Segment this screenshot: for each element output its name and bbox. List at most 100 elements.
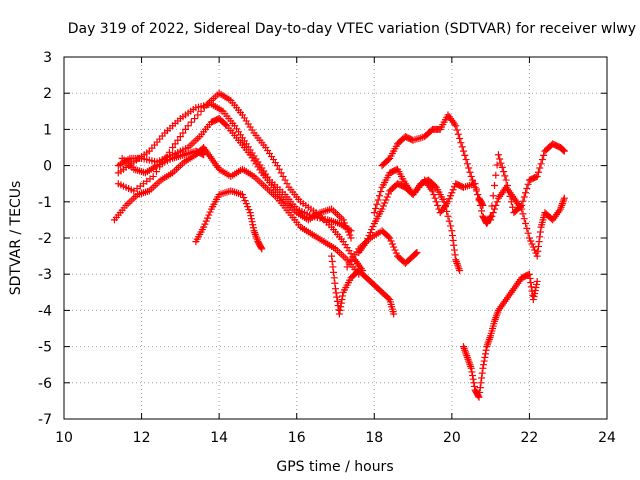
data-point <box>338 296 346 304</box>
data-point <box>378 205 386 213</box>
data-point <box>279 172 287 180</box>
data-point <box>493 198 501 206</box>
data-point <box>200 151 208 159</box>
data-point <box>448 189 456 197</box>
series-arc-4 <box>110 144 363 278</box>
data-point <box>431 182 439 190</box>
series-arc-7 <box>328 252 398 318</box>
data-point <box>445 195 453 203</box>
data-point <box>489 192 497 200</box>
data-point <box>525 234 533 242</box>
data-point <box>534 242 542 250</box>
data-point <box>337 299 345 307</box>
data-point <box>413 248 421 256</box>
x-tick-label: 20 <box>443 430 461 446</box>
data-point <box>370 209 378 217</box>
data-point <box>169 144 177 151</box>
data-point <box>467 172 475 180</box>
data-point <box>382 196 390 204</box>
data-point <box>496 155 504 163</box>
data-point <box>390 243 398 251</box>
data-point <box>430 191 438 199</box>
data-point <box>481 350 489 358</box>
data-point <box>534 168 542 176</box>
data-point <box>392 249 400 257</box>
x-tick-label: 22 <box>521 430 539 446</box>
data-point <box>182 125 190 133</box>
data-point <box>480 357 488 365</box>
data-point <box>458 143 466 151</box>
data-point <box>501 172 509 180</box>
data-point <box>445 217 453 225</box>
data-point <box>560 147 568 155</box>
data-point <box>444 212 452 220</box>
data-point <box>383 193 391 201</box>
data-point <box>527 237 535 245</box>
data-point <box>447 192 455 200</box>
data-point <box>493 161 501 169</box>
data-point <box>450 246 458 254</box>
data-point <box>466 168 474 176</box>
data-point <box>247 215 255 223</box>
data-point <box>520 215 528 223</box>
data-point <box>457 139 465 147</box>
data-point <box>332 289 340 297</box>
series-arc-9 <box>343 227 421 271</box>
y-tick-label: 1 <box>43 122 52 138</box>
data-point <box>481 353 489 361</box>
data-point <box>347 234 355 242</box>
series-arc-3 <box>114 115 355 242</box>
data-point <box>530 293 538 301</box>
data-point <box>524 180 532 188</box>
data-point <box>470 379 478 387</box>
data-point <box>258 245 266 253</box>
data-point <box>500 168 508 176</box>
data-point <box>467 364 475 372</box>
data-point <box>489 209 497 217</box>
data-point <box>531 286 539 294</box>
data-point <box>487 216 495 224</box>
data-point <box>469 176 477 184</box>
data-point <box>328 252 336 260</box>
data-point <box>431 194 439 202</box>
series-arc-12 <box>459 270 541 401</box>
data-point <box>379 202 387 210</box>
data-point <box>480 361 488 369</box>
data-point <box>242 200 250 208</box>
data-point <box>525 270 533 278</box>
data-point <box>385 294 393 302</box>
series-arc-5 <box>118 147 208 177</box>
data-point <box>533 172 541 180</box>
data-point <box>477 379 485 387</box>
data-point <box>333 293 341 301</box>
data-point <box>502 176 510 184</box>
data-point <box>206 208 214 216</box>
data-point <box>519 210 527 218</box>
data-point <box>200 223 208 231</box>
data-point <box>459 147 467 155</box>
data-point <box>330 268 338 276</box>
y-tick-label: -7 <box>38 412 52 428</box>
data-point <box>471 180 479 188</box>
data-point <box>453 126 461 134</box>
data-point <box>456 267 464 275</box>
data-point <box>472 185 480 193</box>
data-point <box>428 187 436 195</box>
data-point <box>222 121 230 129</box>
data-point <box>329 263 337 271</box>
data-point <box>443 207 451 215</box>
data-point <box>277 169 285 177</box>
data-point <box>179 129 187 137</box>
data-point <box>533 277 541 285</box>
data-point <box>540 151 548 159</box>
data-point <box>559 146 567 154</box>
plot-frame <box>63 56 608 420</box>
data-point <box>249 224 257 232</box>
data-point <box>475 196 483 204</box>
data-point <box>341 219 349 227</box>
data-point <box>337 303 345 311</box>
data-point <box>476 201 484 209</box>
data-point <box>385 156 393 164</box>
data-point <box>522 220 530 228</box>
